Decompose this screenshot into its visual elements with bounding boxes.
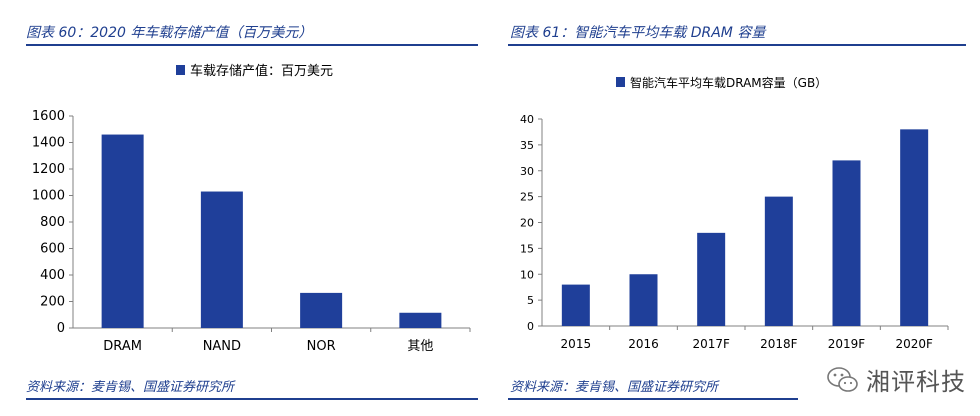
right-y-tick-label: 5 [527, 294, 534, 307]
left-chart-title: 图表 60：2020 年车载存储产值（百万美元） [26, 25, 313, 41]
watermark-text: 湘评科技 [866, 368, 966, 396]
right-y-tick-label: 40 [520, 113, 534, 126]
right-chart-title: 图表 61：智能汽车平均车载 DRAM 容量 [510, 25, 766, 41]
right-y-tick-label: 0 [527, 320, 534, 333]
left-bar-1 [200, 191, 243, 328]
left-source-divider [26, 398, 478, 400]
left-title-divider [26, 44, 478, 46]
right-category-label: 2016 [628, 337, 659, 351]
right-category-label: 2018F [760, 337, 798, 351]
left-y-tick-label: 1400 [32, 136, 65, 151]
watermark: 湘评科技 [826, 362, 966, 397]
right-category-label: 2019F [828, 337, 866, 351]
left-y-tick-label: 400 [40, 268, 65, 283]
left-bar-0 [101, 134, 144, 328]
right-bar-5 [900, 129, 929, 326]
left-y-tick-label: 1200 [32, 162, 65, 177]
left-y-tick-label: 200 [40, 295, 65, 310]
right-category-label: 2020F [895, 337, 933, 351]
right-source-note: 资料来源：麦肯锡、国盛证券研究所 [510, 380, 719, 395]
left-source-note: 资料来源：麦肯锡、国盛证券研究所 [26, 380, 235, 395]
left-category-label: DRAM [103, 339, 142, 354]
left-y-tick-label: 600 [40, 242, 65, 257]
left-y-tick-label: 1600 [32, 109, 65, 124]
right-legend: 智能汽车平均车载DRAM容量（GB） [616, 75, 827, 90]
left-bar-2 [300, 292, 343, 328]
left-bar-3 [399, 312, 442, 328]
wechat-icon [827, 366, 858, 392]
left-legend: 车载存储产值：百万美元 [176, 63, 333, 79]
right-chart-panel: 图表 61：智能汽车平均车载 DRAM 容量 智能汽车平均车载DRAM容量（GB… [490, 0, 980, 416]
right-title-divider [508, 44, 966, 46]
right-bar-chart: 智能汽车平均车载DRAM容量（GB） 0 5 10 15 20 25 30 35 40 2015 20… [520, 75, 949, 351]
left-category-label: NAND [203, 339, 241, 354]
left-chart-panel: 图表 60：2020 年车载存储产值（百万美元） 车载存储产值：百万美元 0 200… [26, 25, 478, 400]
right-y-tick-label: 35 [520, 139, 534, 152]
right-y-tick-label: 25 [520, 191, 534, 204]
right-bar-2 [697, 232, 726, 326]
right-category-label: 2017F [692, 337, 730, 351]
left-bar-chart: 车载存储产值：百万美元 0 200 400 600 800 1000 1200 1400 1600… [32, 63, 471, 354]
right-y-tick-label: 20 [520, 217, 534, 230]
right-y-tick-label: 30 [520, 165, 534, 178]
left-y-tick-label: 800 [40, 215, 65, 230]
right-legend-label: 智能汽车平均车载DRAM容量（GB） [630, 75, 827, 90]
right-bar-4 [832, 160, 861, 326]
left-y-tick-label: 1000 [32, 189, 65, 204]
left-legend-swatch [176, 65, 185, 75]
right-bar-1 [629, 274, 658, 326]
right-source-divider [508, 398, 798, 400]
right-bar-3 [764, 196, 793, 326]
left-y-tick-label: 0 [57, 321, 65, 336]
left-category-label: 其他 [407, 339, 433, 354]
right-bar-0 [561, 284, 590, 326]
right-legend-swatch [616, 77, 625, 87]
right-y-tick-label: 15 [520, 242, 534, 255]
left-category-label: NOR [307, 339, 336, 354]
right-category-label: 2015 [561, 337, 592, 351]
left-legend-label: 车载存储产值：百万美元 [190, 63, 333, 79]
right-y-tick-label: 10 [520, 268, 534, 281]
